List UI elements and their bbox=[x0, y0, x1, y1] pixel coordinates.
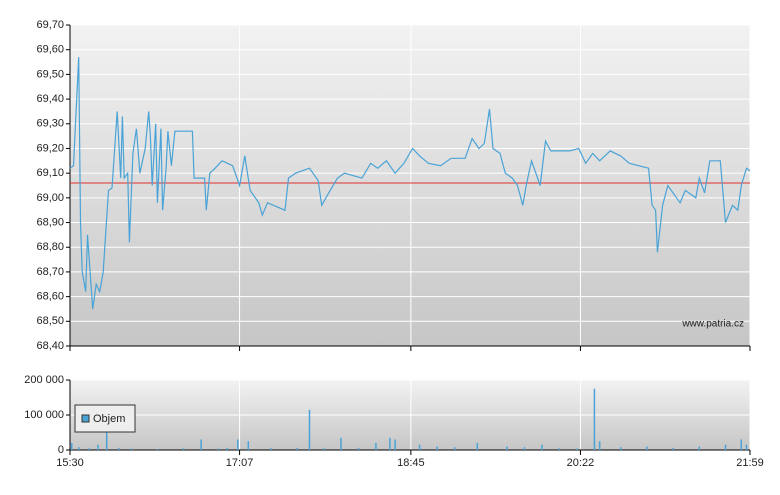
y-tick-label: 69,70 bbox=[36, 19, 64, 31]
volume-bar bbox=[576, 448, 578, 450]
volume-bar bbox=[70, 443, 73, 450]
price-line bbox=[69, 57, 751, 310]
volume-bar bbox=[418, 444, 421, 450]
volume-bar bbox=[541, 444, 543, 450]
volume-bar bbox=[394, 439, 396, 450]
y-tick-label: 68,80 bbox=[36, 241, 64, 253]
x-tick-label: 15:30 bbox=[56, 457, 84, 469]
x-tick-label: 18:45 bbox=[397, 457, 425, 469]
volume-bar bbox=[77, 447, 80, 450]
y-tick-label: 0 bbox=[58, 444, 64, 456]
volume-bar bbox=[598, 441, 601, 450]
volume-bar bbox=[646, 446, 648, 450]
y-tick-label: 68,50 bbox=[36, 315, 64, 327]
volume-bar bbox=[156, 448, 159, 450]
volume-bar bbox=[226, 447, 229, 450]
volume-bar bbox=[130, 448, 132, 450]
y-tick-label: 69,20 bbox=[36, 142, 64, 154]
volume-bar bbox=[389, 437, 391, 450]
y-tick-label: 69,30 bbox=[36, 118, 64, 130]
volume-bar bbox=[436, 446, 438, 450]
volume-bar bbox=[698, 446, 701, 450]
y-tick-label: 69,40 bbox=[36, 93, 64, 105]
plot-area bbox=[70, 25, 750, 346]
volume-bar bbox=[118, 447, 120, 450]
volume-bar bbox=[740, 439, 743, 450]
y-tick-label: 200 000 bbox=[24, 374, 64, 386]
volume-bar bbox=[200, 439, 202, 450]
volume-bar bbox=[308, 409, 311, 450]
volume-bar bbox=[88, 448, 90, 450]
watermark: www.patria.cz bbox=[681, 319, 744, 330]
x-tick-label: 20:22 bbox=[567, 457, 595, 469]
volume-bar bbox=[619, 447, 622, 450]
x-tick-label: 21:59 bbox=[736, 457, 764, 469]
y-tick-label: 68,90 bbox=[36, 216, 64, 228]
volume-bar bbox=[322, 448, 325, 450]
volume-bar bbox=[237, 439, 239, 450]
volume-bar bbox=[593, 388, 596, 450]
volume-bar bbox=[270, 448, 272, 450]
volume-bar bbox=[523, 447, 526, 450]
y-tick-label: 68,40 bbox=[36, 340, 64, 352]
volume-bar bbox=[247, 441, 250, 450]
volume-bar bbox=[506, 446, 508, 450]
volume-bar bbox=[476, 443, 479, 450]
y-tick-label: 69,10 bbox=[36, 167, 64, 179]
volume-bar bbox=[745, 444, 748, 450]
volume-bar bbox=[105, 430, 108, 450]
volume-bar bbox=[217, 448, 220, 450]
y-tick-label: 100 000 bbox=[24, 409, 64, 421]
legend-swatch bbox=[81, 414, 90, 423]
y-tick-label: 69,60 bbox=[36, 44, 64, 56]
volume-bar bbox=[357, 447, 360, 450]
volume-bar bbox=[182, 448, 185, 450]
volume-bar bbox=[375, 443, 377, 450]
x-tick-label: 17:07 bbox=[226, 457, 254, 469]
volume-bar bbox=[724, 444, 727, 450]
volume-bar bbox=[97, 444, 99, 450]
y-tick-label: 68,60 bbox=[36, 291, 64, 303]
y-tick-label: 69,50 bbox=[36, 68, 64, 80]
legend-label: Objem bbox=[93, 413, 125, 425]
volume-bar bbox=[296, 447, 298, 450]
y-tick-label: 68,70 bbox=[36, 266, 64, 278]
y-tick-label: 69,00 bbox=[36, 192, 64, 204]
volume-bar bbox=[340, 437, 342, 450]
volume-bar bbox=[558, 448, 561, 450]
volume-bar bbox=[453, 447, 456, 450]
volume-bar bbox=[672, 447, 674, 450]
